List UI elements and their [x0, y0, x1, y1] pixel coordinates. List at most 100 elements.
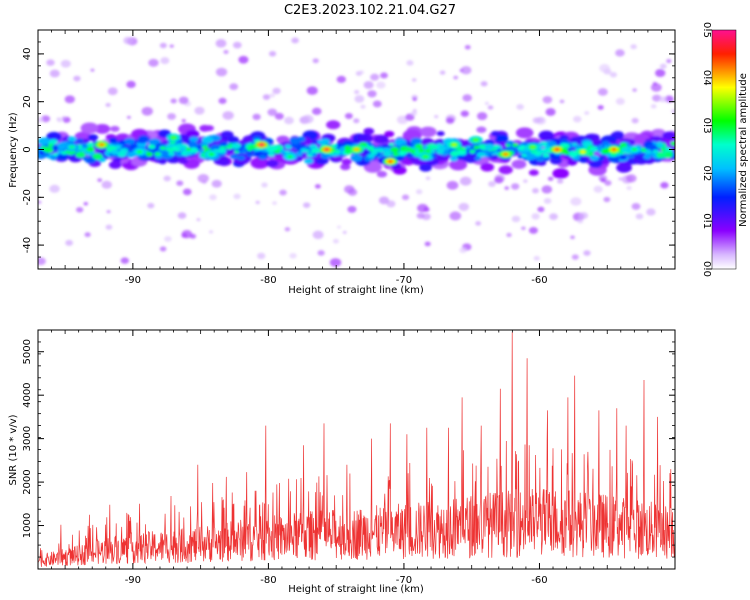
heat-speckle — [652, 94, 662, 102]
heat-speckle — [459, 176, 472, 186]
heat-cell — [148, 144, 156, 150]
x-tick-label: -90 — [125, 575, 141, 586]
heat-speckle — [147, 202, 155, 209]
heat-cell — [237, 155, 246, 161]
heat-speckle — [302, 202, 311, 208]
heat-speckle — [434, 114, 439, 119]
heat-speckle — [659, 63, 667, 69]
colorbar-ticks: 0.0 0.1 0.2 0.3 0.4 0.5 — [701, 22, 712, 277]
heat-cell — [326, 120, 341, 130]
heat-cell — [218, 141, 228, 147]
heat-cell — [199, 124, 211, 132]
heat-speckle — [660, 182, 669, 189]
heat-speckle — [211, 179, 222, 188]
colorbar-label: Normalized spectral amplitude — [738, 73, 749, 227]
heat-cell — [225, 144, 233, 150]
heat-hotspot — [166, 133, 181, 142]
heat-cell — [542, 153, 550, 158]
heat-cell — [110, 125, 120, 132]
heat-speckle — [533, 255, 540, 261]
heat-cell — [430, 144, 437, 149]
heat-cell — [511, 159, 527, 169]
heat-speckle — [182, 188, 192, 196]
heat-speckle — [416, 212, 425, 219]
heat-speckle — [101, 180, 112, 189]
heat-cell — [49, 139, 58, 145]
heat-cell — [289, 137, 301, 145]
heat-cell — [179, 147, 187, 152]
heat-cell — [410, 137, 423, 145]
heat-cell — [341, 158, 352, 165]
heat-cell — [145, 151, 153, 157]
heat-speckle — [536, 117, 545, 123]
heat-hotspot — [525, 143, 540, 152]
spectrogram-xlabel: Height of straight line (km) — [288, 285, 424, 296]
heat-speckle — [666, 59, 672, 64]
heat-speckle — [506, 232, 512, 238]
heat-cell — [168, 152, 175, 156]
heat-cell — [317, 139, 325, 145]
snr-series-line — [38, 332, 675, 567]
colorbar-tick-label: 0.2 — [701, 165, 712, 181]
heat-speckle — [603, 196, 611, 203]
heat-cell — [246, 152, 253, 158]
snr-ylabel: SNR (10 * v/v) — [8, 414, 19, 485]
heat-cell — [94, 123, 111, 134]
heat-speckle — [177, 212, 187, 219]
heat-speckle — [597, 105, 604, 110]
heat-cell — [552, 168, 569, 179]
heat-cell — [75, 151, 86, 158]
heat-speckle — [196, 218, 201, 222]
heat-cell — [186, 151, 193, 156]
heat-speckle — [194, 106, 205, 115]
heat-speckle — [626, 174, 637, 183]
heat-cell — [185, 129, 200, 139]
heat-hotspot — [383, 157, 398, 166]
heat-cell — [591, 138, 601, 144]
heat-cell — [47, 143, 54, 148]
heat-cell — [306, 153, 313, 158]
heat-speckle — [159, 246, 167, 252]
heat-speckle — [573, 115, 582, 123]
heat-cell — [383, 151, 392, 157]
heat-cell — [627, 154, 635, 159]
heat-cell — [167, 144, 174, 149]
heat-speckle — [159, 42, 167, 49]
heat-cell — [476, 126, 487, 133]
heat-cell — [602, 141, 610, 146]
heat-speckle — [593, 185, 603, 193]
y-tick-label: 0 — [22, 146, 33, 152]
heat-speckle — [424, 241, 431, 247]
heat-cell — [87, 134, 99, 141]
heat-speckle — [167, 113, 176, 120]
heat-speckle — [84, 232, 91, 238]
heat-speckle — [376, 81, 386, 89]
heat-speckle — [56, 117, 61, 121]
heat-speckle — [494, 176, 504, 184]
heat-cell — [515, 127, 534, 139]
heat-cell — [484, 143, 495, 150]
heat-cell — [538, 130, 555, 141]
snr-panel: -90 -80 -70 -60 1000 2000 3000 4000 5000 Height … — [8, 329, 676, 595]
heat-speckle — [659, 96, 667, 103]
heat-cell — [52, 134, 62, 141]
heat-cell — [496, 134, 509, 143]
heat-speckle — [460, 110, 469, 117]
y-tick-label: 5000 — [22, 339, 33, 364]
heat-cell — [309, 144, 318, 150]
heat-hotspot — [607, 145, 622, 154]
heat-cell — [158, 159, 167, 165]
colorbar-gradient — [711, 29, 737, 270]
heat-cell — [186, 147, 192, 151]
heat-speckle — [532, 188, 539, 194]
heat-cell — [406, 153, 414, 158]
heat-speckle — [487, 105, 494, 110]
heat-speckle — [160, 57, 170, 65]
heat-speckle — [378, 196, 390, 205]
heat-cell — [517, 146, 524, 151]
heat-speckle — [511, 215, 521, 223]
heat-speckle — [353, 118, 360, 124]
heat-speckle — [460, 66, 472, 75]
heat-speckle — [480, 81, 488, 87]
heat-speckle — [401, 194, 410, 201]
